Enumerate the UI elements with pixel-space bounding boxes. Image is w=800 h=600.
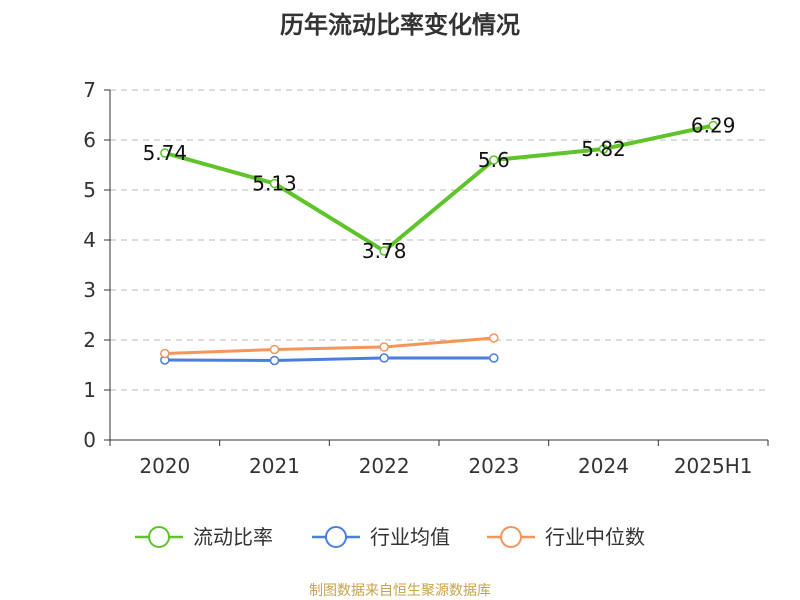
legend-label: 行业中位数 [545, 525, 645, 549]
axes: 0 1 2 3 4 5 6 7 2020 2021 2022 2023 2024 2025H1 [83, 78, 769, 478]
legend-item-1[interactable]: 行业均值 [312, 525, 450, 549]
y-tick-label: 1 [83, 378, 96, 402]
data-label: 3.78 [362, 239, 407, 263]
x-tick-label: 2025H1 [674, 454, 753, 478]
x-tick-label: 2024 [578, 454, 629, 478]
y-tick-label: 6 [83, 128, 96, 152]
data-label: 6.29 [691, 114, 736, 138]
data-point [269, 178, 280, 189]
legend-item-0[interactable]: 流动比率 [135, 525, 273, 549]
data-label: 5.13 [252, 172, 297, 196]
legend-marker [325, 526, 347, 548]
y-tick-label: 5 [83, 178, 96, 202]
legend-marker [148, 526, 170, 548]
legend-marker [500, 526, 522, 548]
series-line-0 [162, 123, 716, 253]
data-point [489, 155, 499, 165]
y-tick-label: 0 [83, 428, 96, 452]
source-note: 制图数据来自恒生聚源数据库 [309, 583, 491, 599]
data-point [160, 148, 170, 158]
y-tick-label: 4 [83, 228, 96, 252]
legend-item-2[interactable]: 行业中位数 [487, 525, 645, 549]
x-tick-label: 2020 [139, 454, 190, 478]
y-tick-label: 2 [83, 328, 96, 352]
chart-title: 历年流动比率变化情况 [280, 11, 520, 39]
legend-label: 流动比率 [193, 525, 273, 549]
data-labels: 5.74 5.13 3.78 5.6 5.82 6.29 [143, 114, 736, 264]
data-label: 5.82 [581, 137, 626, 161]
data-point [489, 353, 499, 363]
series-line-2 [163, 336, 496, 355]
data-point [379, 353, 389, 363]
data-point [269, 344, 280, 355]
x-tick-label: 2023 [468, 454, 519, 478]
legend[interactable]: 流动比率 行业均值 行业中位数 [135, 525, 645, 549]
series-layer [160, 120, 718, 366]
y-tick-label: 3 [83, 278, 96, 302]
data-label: 5.74 [143, 141, 188, 165]
data-point [708, 120, 718, 131]
data-point [160, 348, 170, 359]
x-tick-label: 2021 [249, 454, 300, 478]
y-tick-label: 7 [83, 78, 96, 102]
data-point [598, 144, 609, 154]
data-point [379, 246, 389, 256]
legend-label: 行业均值 [370, 525, 450, 549]
x-tick-label: 2022 [359, 454, 410, 478]
data-label: 5.6 [478, 148, 510, 172]
data-point [269, 355, 280, 366]
series-line-1 [163, 356, 496, 362]
data-point [379, 342, 389, 352]
data-point [489, 333, 499, 343]
